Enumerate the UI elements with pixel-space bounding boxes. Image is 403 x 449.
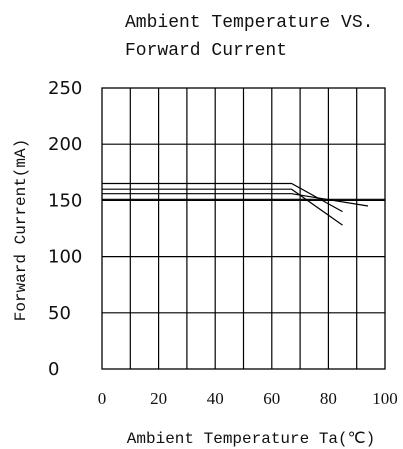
x-tick-label: 60	[263, 389, 280, 408]
y-tick-label: 100	[48, 247, 82, 268]
y-tick-label: 150	[48, 190, 82, 211]
x-tick-label: 80	[320, 389, 337, 408]
x-tick-label: 40	[207, 389, 224, 408]
series-line-2	[102, 188, 343, 226]
y-tick-labels: 0 50 100 150 200 250	[48, 78, 82, 380]
plot-frame	[101, 87, 386, 370]
y-tick-label: 50	[48, 303, 71, 324]
y-tick-label: 250	[48, 78, 82, 99]
series-line-1	[102, 182, 343, 213]
x-axis-label: Ambient Temperature Ta(℃)	[127, 430, 375, 448]
chart-title-line-2: Forward Current	[125, 41, 287, 61]
grid-lines	[102, 88, 385, 369]
x-tick-label: 0	[98, 389, 107, 408]
y-tick-label: 200	[48, 134, 82, 155]
y-axis-label: Forward Current(mA)	[12, 139, 30, 321]
y-tick-label: 0	[48, 359, 59, 380]
x-tick-label: 100	[372, 389, 398, 408]
series-line-3	[102, 193, 369, 207]
x-tick-labels: 0 20 40 60 80 100	[98, 389, 398, 408]
data-series	[102, 182, 385, 226]
chart-title-line-1: Ambient Temperature VS.	[125, 13, 373, 33]
x-tick-label: 20	[150, 389, 167, 408]
